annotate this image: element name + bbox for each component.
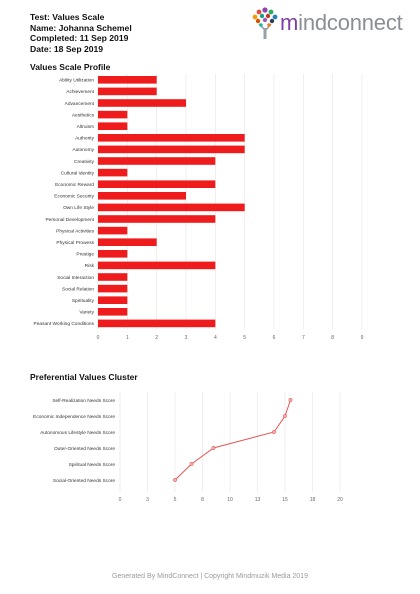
bar-advancement [98,99,186,107]
bar-economic-reward [98,180,216,188]
category-label: Outer-Oriented Needs Score [54,446,115,452]
bar-achievement [98,87,157,96]
category-label: Aesthetics [72,112,95,118]
bar-cultural-identity [98,168,128,177]
x-tick-label: 0 [97,335,100,340]
completed-date: Completed: 11 Sep 2019 [30,33,129,44]
category-label: Social-Oriented Needs Score [53,478,115,484]
category-label: Autonomous Lifestyle Needs Score [40,430,115,436]
x-tick-label: 10 [227,497,233,503]
x-tick-label: 3 [146,497,149,503]
category-label: Cultural Identity [61,170,95,176]
category-label: Ability Utilization [59,78,94,84]
values-scale-profile-chart: 0 1 2 3 4 5 6 7 8 9 Ability Utilization Achievement… [34,74,364,340]
x-tick-label: 7 [302,335,305,340]
x-tick-label: 6 [273,335,276,340]
bar-creativity [98,157,216,165]
category-label: Social Interaction [57,275,94,281]
data-point [272,430,276,434]
category-label: Achievement [66,89,94,95]
data-point [211,446,216,450]
footer-text: Generated By MindConnect | Copyright Min… [112,573,308,580]
bar-ability-utilization [98,76,157,84]
x-tick-label: 2 [155,335,158,340]
tree-icon [252,7,278,39]
category-label: Spiritual Needs Score [69,462,116,468]
category-label: Self-Realization Needs Score [52,398,115,404]
bar-variety [98,308,128,316]
x-tick-label: 9 [361,335,364,340]
category-label: Authority [75,136,95,142]
data-point [173,478,177,482]
category-label: Peasant Working Conditions [34,321,95,327]
preferential-values-cluster-chart: 0 3 5 8 10 13 15 18 20 Self-Realization Needs Sco… [33,392,343,503]
x-tick-label: 1 [126,335,129,340]
category-label: Creativity [74,159,95,165]
data-point [288,398,293,402]
bar-physical-activities [98,226,128,235]
x-tick-label: 3 [185,335,188,340]
test-name: Test: Values Scale [30,12,105,22]
x-tick-label: 15 [282,497,288,503]
category-label: Social Relation [62,286,94,292]
x-tick-label: 0 [119,497,122,503]
x-tick-label: 13 [255,497,261,503]
bar-social-interaction [98,273,128,281]
category-label: Physical Prowess [56,240,94,246]
category-label: Spirituality [72,298,95,304]
data-point [189,462,194,466]
bar-peasant-working-conditions [98,319,216,328]
bar-own-life-style [98,203,245,212]
report-header: Test: Values Scale Name: Johanna Schemel… [30,12,132,54]
person-name: Name: Johanna Schemel [30,22,132,33]
x-tick-label: 20 [337,497,343,503]
mindconnect-logo: mindconnect [250,6,403,42]
category-label: Physical Activities [56,228,94,234]
category-label: Altruism [77,124,94,130]
category-label: Variety [79,310,94,316]
x-tick-label: 5 [243,335,246,340]
report-date: Date: 18 Sep 2019 [30,43,104,54]
category-label: Economic Security [54,194,94,200]
category-label: Personal Development [45,217,94,223]
x-tick-label: 8 [331,335,334,340]
category-label: Own Life Style [63,205,94,211]
bar-physical-prowess [98,238,157,246]
x-tick-label: 18 [310,497,316,503]
bar-autonomy [98,145,245,154]
bar-prestige [98,250,128,258]
profile-section-title: Values Scale Profile [30,62,111,72]
bar-personal-development [98,215,216,223]
cluster-section-title: Preferential Values Cluster [30,372,138,382]
x-tick-label: 5 [174,497,177,503]
bar-economic-security [98,192,186,200]
bar-risk [98,261,216,270]
x-tick-label: 4 [214,335,217,340]
bar-spirituality [98,296,128,304]
category-label: Advancement [65,101,95,107]
data-point [283,414,287,418]
bar-authority [98,134,245,142]
bar-social-relation [98,284,128,293]
category-label: Economic Reward [55,182,94,188]
category-label: Autonomy [72,147,94,153]
bar-altruism [98,122,128,130]
category-label: Risk [85,263,95,269]
category-label: Economic Independence Needs Score [33,414,115,420]
series-line [174,399,291,481]
bar-aesthetics [98,110,128,119]
x-tick-label: 8 [201,497,204,503]
logo-wordmark: mindconnect [280,10,403,35]
category-label: Prestige [76,252,94,258]
